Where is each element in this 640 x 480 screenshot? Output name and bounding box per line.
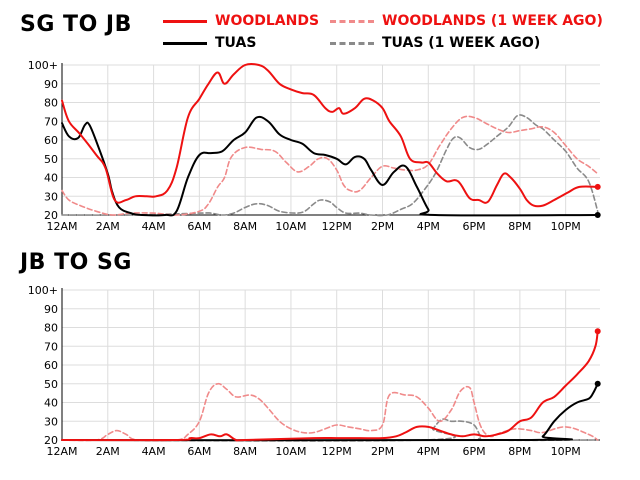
sg-to-jb-y-tick-label: 70 xyxy=(44,115,58,128)
chart-jb-to-sg: 20 30 40 50 60 70 80 90 100+ 12AM 2AM 4AM 6AM 8AM 10AM… xyxy=(28,284,601,458)
jb-to-sg-x-tick-label: 10AM xyxy=(275,445,306,458)
sg-to-jb-y-tick-label: 80 xyxy=(44,97,58,110)
sg-to-jb-series-woodlands xyxy=(61,62,599,208)
sg-to-jb-y-tick-label: 60 xyxy=(44,134,58,147)
legend-swatch-woodlands-week-ago xyxy=(330,19,374,23)
legend-item-woodlands: WOODLANDS xyxy=(163,13,319,29)
jb-to-sg-y-tick-label: 70 xyxy=(44,340,58,353)
sg-to-jb-endpoint-tuas xyxy=(594,212,601,218)
jb-to-sg-series-tuas xyxy=(61,382,599,442)
legend-swatch-tuas xyxy=(163,41,207,45)
legend-item-woodlands-week-ago: WOODLANDS (1 WEEK AGO) xyxy=(330,13,603,29)
sg-to-jb-x-tick-label: 8AM xyxy=(233,220,257,233)
jb-to-sg-x-tick-label: 4PM xyxy=(417,445,440,458)
legend-label-woodlands-week-ago: WOODLANDS (1 WEEK AGO) xyxy=(382,13,603,29)
jb-to-sg-y-tick-label: 100+ xyxy=(28,284,58,297)
jb-to-sg-grid xyxy=(61,289,600,441)
jb-to-sg-y-tick-label: 50 xyxy=(44,378,58,391)
sg-to-jb-series-woodlands-1-week-ago xyxy=(61,115,599,216)
jb-to-sg-y-tick-label: 90 xyxy=(44,303,58,316)
sg-to-jb-x-tick-label: 10AM xyxy=(275,220,306,233)
jb-to-sg-series-woodlands-1-week-ago xyxy=(61,382,599,442)
jb-to-sg-x-tick-label: 10PM xyxy=(551,445,581,458)
jb-to-sg-y-tick-label: 60 xyxy=(44,359,58,372)
jb-to-sg-x-tick-label: 8AM xyxy=(233,445,257,458)
jb-to-sg-endpoint-tuas xyxy=(594,380,601,387)
sg-to-jb-x-tick-label: 10PM xyxy=(551,220,581,233)
legend-swatch-tuas-week-ago xyxy=(330,41,374,45)
legend-item-tuas-week-ago: TUAS (1 WEEK AGO) xyxy=(330,35,540,51)
legend-label-woodlands: WOODLANDS xyxy=(215,13,320,29)
sg-to-jb-x-tick-label: 4AM xyxy=(142,220,166,233)
chart-title-sg-to-jb: SG TO JB xyxy=(20,12,132,37)
sg-to-jb-x-tick-label: 12PM xyxy=(322,220,352,233)
jb-to-sg-x-tick-label: 12AM xyxy=(46,445,77,458)
sg-to-jb-y-tick-label: 100+ xyxy=(28,59,58,72)
jb-to-sg-series-woodlands xyxy=(61,330,599,442)
sg-to-jb-x-tick-label: 6PM xyxy=(463,220,486,233)
chart-title-jb-to-sg: JB TO SG xyxy=(20,250,132,275)
sg-to-jb-x-tick-label: 4PM xyxy=(417,220,440,233)
jb-to-sg-x-tick-label: 6AM xyxy=(187,445,211,458)
jb-to-sg-y-tick-label: 20 xyxy=(44,434,58,447)
jb-to-sg-x-tick-label: 2PM xyxy=(371,445,394,458)
chart-sg-to-jb: 20 30 40 50 60 70 80 90 100+ 12AM 2AM 4AM 6AM 8AM 10AM… xyxy=(28,59,601,233)
sg-to-jb-series-tuas-1-week-ago xyxy=(61,114,599,217)
jb-to-sg-x-tick-label: 6PM xyxy=(463,445,486,458)
legend-item-tuas: TUAS xyxy=(163,35,256,51)
jb-to-sg-x-tick-label: 4AM xyxy=(142,445,166,458)
sg-to-jb-y-tick-label: 90 xyxy=(44,78,58,91)
sg-to-jb-x-tick-label: 8PM xyxy=(508,220,531,233)
sg-to-jb-endpoint-woodlands xyxy=(594,183,601,190)
jb-to-sg-x-tick-label: 2AM xyxy=(96,445,120,458)
legend: WOODLANDS WOODLANDS (1 WEEK AGO) TUAS TU… xyxy=(0,10,640,60)
sg-to-jb-x-tick-label: 6AM xyxy=(187,220,211,233)
sg-to-jb-y-tick-label: 30 xyxy=(44,190,58,203)
sg-to-jb-x-tick-label: 2PM xyxy=(371,220,394,233)
jb-to-sg-x-tick-label: 8PM xyxy=(508,445,531,458)
sg-to-jb-y-tick-label: 20 xyxy=(44,209,58,222)
sg-to-jb-grid xyxy=(61,64,600,216)
jb-to-sg-endpoint-woodlands xyxy=(594,328,601,335)
legend-label-tuas: TUAS xyxy=(215,35,257,51)
sg-to-jb-x-tick-label: 12AM xyxy=(46,220,77,233)
jb-to-sg-y-tick-label: 40 xyxy=(44,397,58,410)
sg-to-jb-x-tick-label: 2AM xyxy=(96,220,120,233)
legend-label-tuas-week-ago: TUAS (1 WEEK AGO) xyxy=(382,35,541,51)
jb-to-sg-y-tick-label: 30 xyxy=(44,415,58,428)
jb-to-sg-y-tick-label: 80 xyxy=(44,322,58,335)
sg-to-jb-y-tick-label: 40 xyxy=(44,172,58,185)
jb-to-sg-x-tick-label: 12PM xyxy=(322,445,352,458)
sg-to-jb-y-tick-label: 50 xyxy=(44,153,58,166)
legend-swatch-woodlands xyxy=(163,19,207,23)
